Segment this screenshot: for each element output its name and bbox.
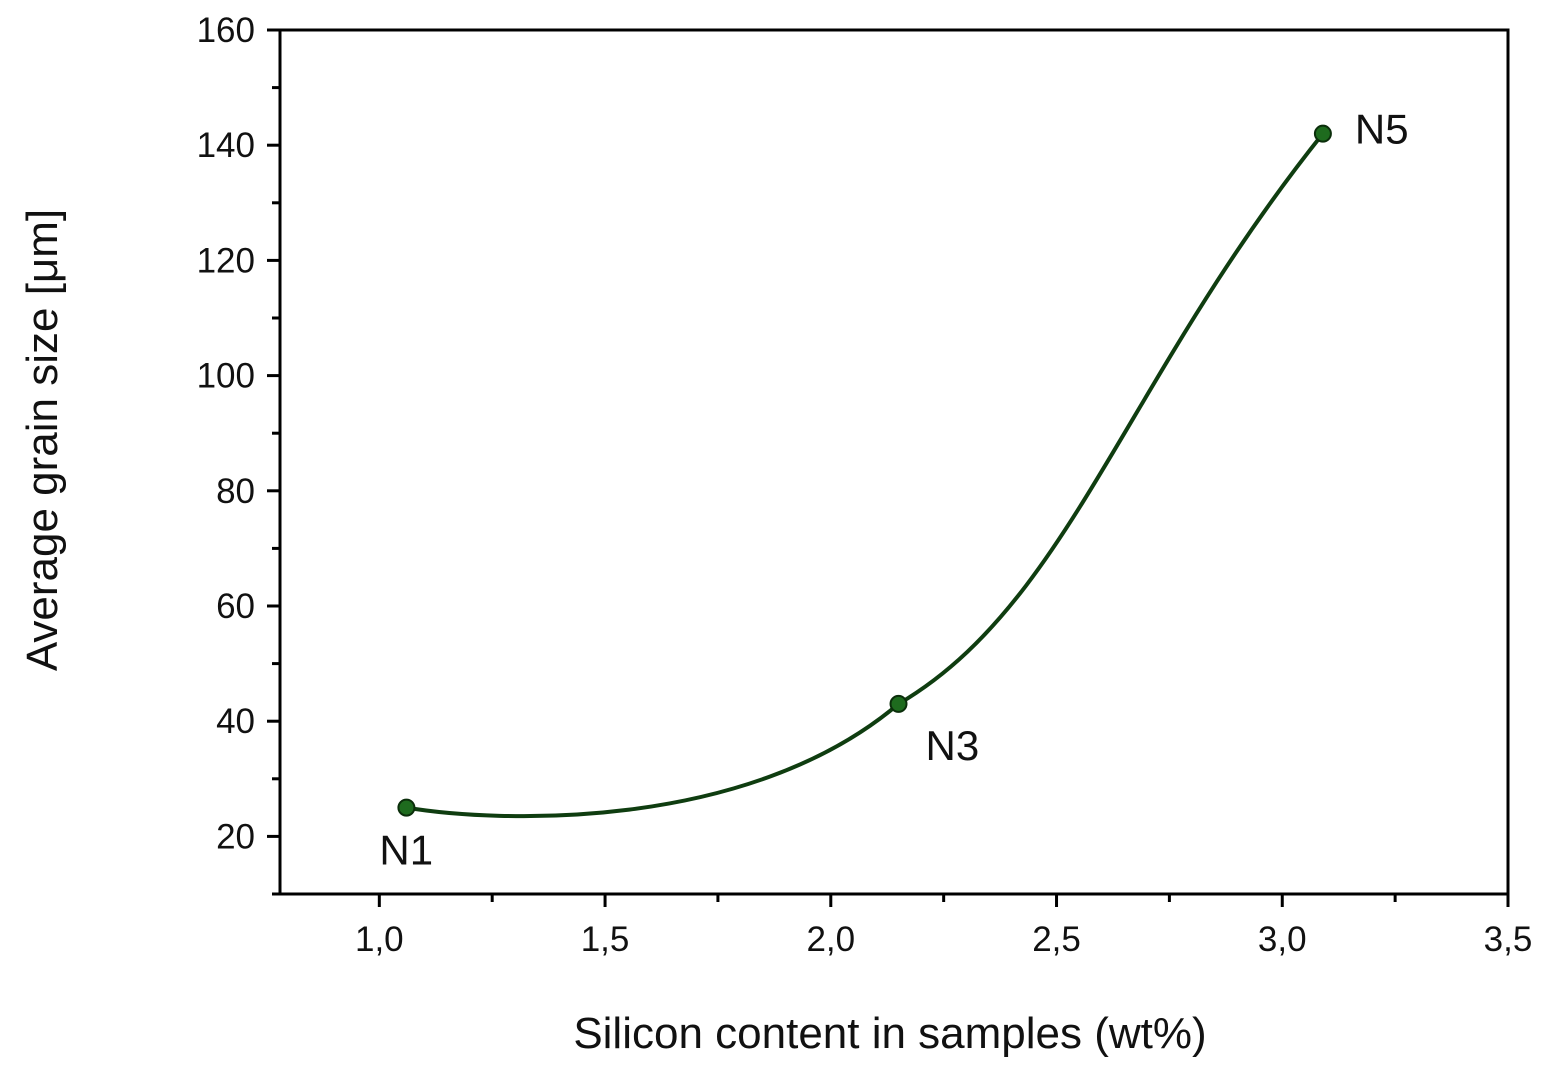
y-tick-label: 100 xyxy=(197,357,255,396)
x-tick-label: 3,0 xyxy=(1258,920,1307,959)
point-label: N1 xyxy=(379,827,433,874)
x-tick-label: 1,0 xyxy=(355,920,404,959)
x-tick-label: 3,5 xyxy=(1484,920,1533,959)
point-label: N3 xyxy=(926,722,980,769)
tick-marks xyxy=(267,28,1510,907)
y-axis-title: Average grain size [μm] xyxy=(18,209,67,671)
series-line xyxy=(406,132,1325,819)
y-tick-label: 60 xyxy=(216,587,255,626)
x-tick-label: 2,0 xyxy=(806,920,855,959)
plot-frame xyxy=(278,28,1510,896)
point-labels: N1 N3 N5 xyxy=(379,106,1408,874)
y-tick-label: 140 xyxy=(197,126,255,165)
y-tick-label: 80 xyxy=(216,472,255,511)
tick-labels: 1,0 1,5 2,0 2,5 3,0 3,5 20 40 60 80 100 120 140 160 xyxy=(197,11,1533,959)
data-series xyxy=(397,124,1332,819)
data-point xyxy=(397,798,416,817)
axes xyxy=(278,28,1510,896)
y-tick-label: 40 xyxy=(216,702,255,741)
data-point xyxy=(889,694,908,713)
point-label: N5 xyxy=(1355,106,1409,153)
y-tick-label: 160 xyxy=(197,11,255,50)
y-tick-label: 20 xyxy=(216,817,255,856)
data-point xyxy=(1313,124,1332,143)
x-tick-label: 2,5 xyxy=(1032,920,1081,959)
x-tick-label: 1,5 xyxy=(581,920,630,959)
y-tick-label: 120 xyxy=(197,241,255,280)
x-axis-title: Silicon content in samples (wt%) xyxy=(573,1009,1206,1058)
